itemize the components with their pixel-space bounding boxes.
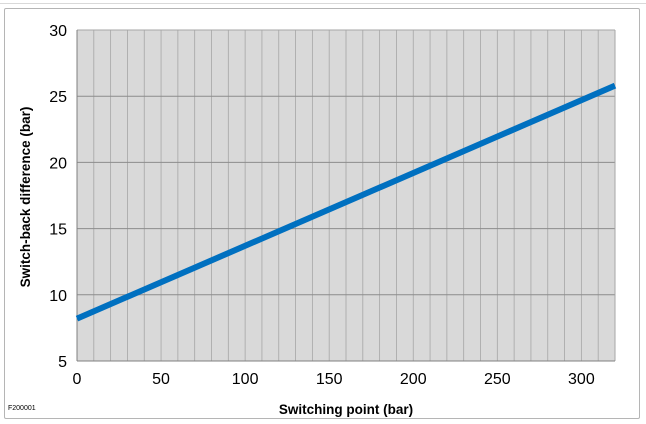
y-tick-label: 10: [49, 288, 67, 305]
x-tick-label: 100: [232, 371, 259, 388]
y-tick-label: 15: [49, 222, 67, 239]
figure-id: F200001: [8, 405, 36, 412]
y-tick-label: 5: [58, 354, 67, 371]
x-axis-label: Switching point (bar): [279, 402, 413, 417]
x-tick-label: 50: [152, 371, 170, 388]
x-tick-label: 150: [316, 371, 343, 388]
y-tick-label: 25: [49, 89, 67, 106]
series-line: [75, 82, 617, 322]
x-tick-label: 0: [73, 371, 82, 388]
y-axis-label: Switch-back difference (bar): [18, 107, 33, 288]
x-tick-label: 250: [484, 371, 511, 388]
y-tick-label: 20: [49, 155, 67, 172]
top-divider: [0, 3, 646, 4]
x-tick-label: 200: [400, 371, 427, 388]
x-tick-label: 300: [568, 371, 595, 388]
y-tick-label: 30: [49, 23, 67, 40]
